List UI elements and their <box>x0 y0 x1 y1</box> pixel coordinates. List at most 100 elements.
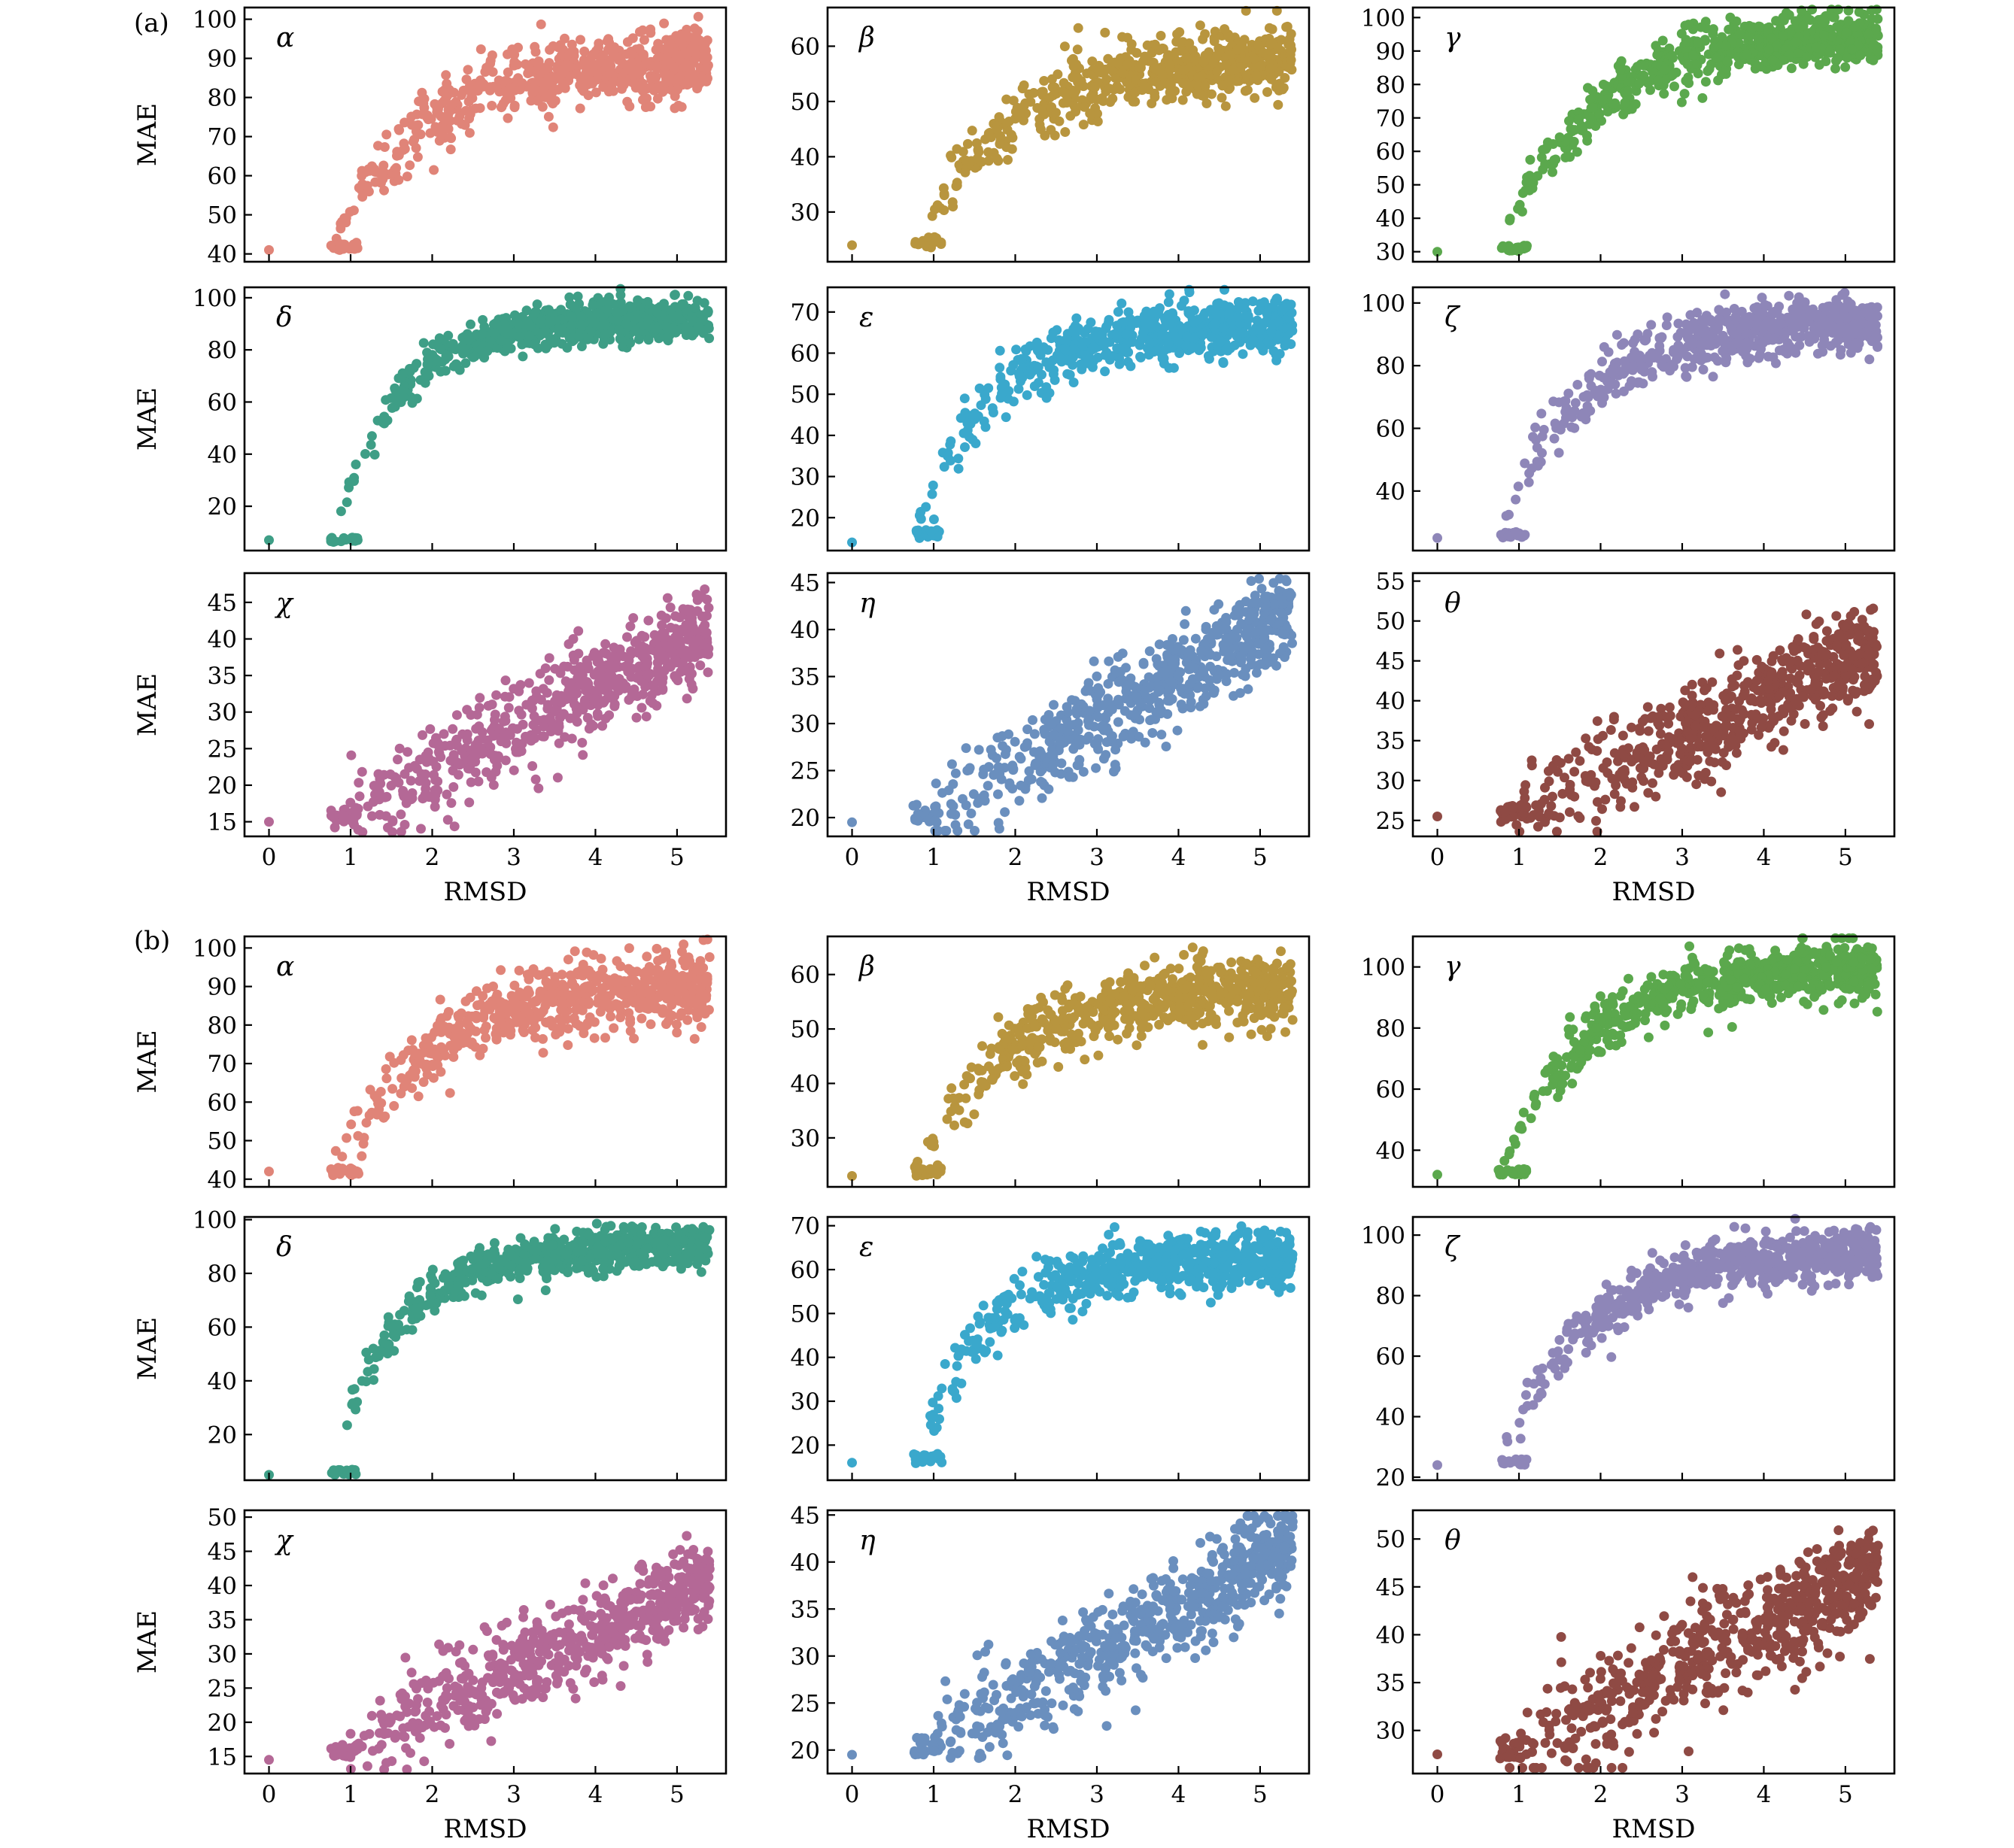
data-point <box>1870 40 1879 50</box>
data-point <box>398 789 409 800</box>
data-point <box>1602 106 1613 117</box>
data-point <box>547 88 557 99</box>
data-point <box>1511 494 1521 505</box>
data-point <box>396 809 406 820</box>
data-point <box>524 63 534 74</box>
data-point <box>572 717 582 727</box>
data-point <box>1239 303 1250 314</box>
data-point <box>1551 154 1561 165</box>
data-point <box>1819 335 1830 345</box>
data-point <box>600 59 611 70</box>
data-point <box>638 49 649 59</box>
data-point <box>1046 74 1057 84</box>
data-point <box>1778 30 1788 41</box>
data-points <box>264 284 715 547</box>
y-tick-label: 40 <box>208 627 237 654</box>
y-tick-label: 50 <box>208 202 237 229</box>
data-point <box>1238 349 1248 360</box>
y-tick-label: 20 <box>791 505 820 532</box>
data-point <box>1574 114 1584 125</box>
data-point <box>449 821 460 832</box>
data-point <box>1238 327 1249 338</box>
y-tick-label: 60 <box>1376 138 1405 165</box>
data-point <box>1165 59 1175 70</box>
data-point <box>1150 77 1161 87</box>
data-point <box>547 316 557 326</box>
y-tick-label: 80 <box>208 85 237 112</box>
data-point <box>640 58 651 68</box>
data-point <box>1272 334 1283 344</box>
data-point <box>1601 80 1612 91</box>
data-point <box>1016 354 1027 364</box>
data-point <box>961 155 971 165</box>
data-point <box>1720 289 1730 299</box>
data-point <box>1037 108 1048 118</box>
data-point <box>673 675 683 686</box>
data-point <box>1742 344 1752 354</box>
data-point <box>662 593 673 603</box>
data-point <box>422 360 433 369</box>
data-point <box>1763 44 1774 55</box>
data-point <box>544 653 554 663</box>
data-point <box>1182 332 1192 342</box>
data-point <box>1237 40 1247 50</box>
data-point <box>600 713 611 724</box>
data-point <box>430 802 440 812</box>
data-point <box>627 50 636 59</box>
data-point <box>1835 350 1845 360</box>
data-point <box>1521 178 1532 187</box>
data-point <box>1141 306 1152 317</box>
data-point <box>628 613 639 624</box>
data-point <box>494 724 504 734</box>
data-point <box>652 93 663 104</box>
data-point <box>960 167 971 178</box>
data-point <box>341 217 351 228</box>
data-point <box>432 108 442 118</box>
data-point <box>1134 62 1144 73</box>
data-point <box>1054 116 1065 126</box>
data-point <box>1265 39 1276 50</box>
data-point <box>995 138 1005 149</box>
data-point <box>646 102 656 112</box>
data-point <box>633 673 643 683</box>
data-point <box>641 712 652 722</box>
data-point <box>1071 86 1081 96</box>
data-point <box>588 300 598 310</box>
data-point <box>703 643 714 654</box>
data-point <box>1687 338 1698 349</box>
data-point <box>1147 715 1156 725</box>
data-point <box>660 44 670 54</box>
data-point <box>1128 96 1138 107</box>
data-point <box>373 141 383 151</box>
data-point <box>1007 144 1017 154</box>
data-point <box>394 743 405 754</box>
data-point <box>505 83 515 94</box>
data-point <box>701 62 711 73</box>
data-point <box>1554 132 1565 142</box>
data-point <box>424 754 434 763</box>
data-point <box>1080 328 1090 338</box>
data-point <box>1700 77 1711 87</box>
data-point <box>1432 533 1442 543</box>
data-point <box>974 383 985 393</box>
data-point <box>1654 332 1665 343</box>
data-point <box>637 78 648 89</box>
y-tick-label: 30 <box>1376 239 1405 266</box>
data-point <box>462 735 472 745</box>
data-point <box>625 338 636 348</box>
data-points <box>1432 287 1883 543</box>
data-point <box>1652 50 1663 60</box>
data-point <box>416 824 426 834</box>
data-point <box>381 395 391 405</box>
data-point <box>348 205 359 216</box>
data-point <box>1554 448 1564 458</box>
data-point <box>1832 53 1842 63</box>
data-point <box>1131 318 1141 328</box>
data-point <box>1046 125 1056 135</box>
x-tick-label: 0 <box>262 844 277 871</box>
data-point <box>682 693 692 704</box>
data-point <box>1226 327 1237 338</box>
data-point <box>1854 7 1864 17</box>
data-point <box>1184 38 1195 48</box>
